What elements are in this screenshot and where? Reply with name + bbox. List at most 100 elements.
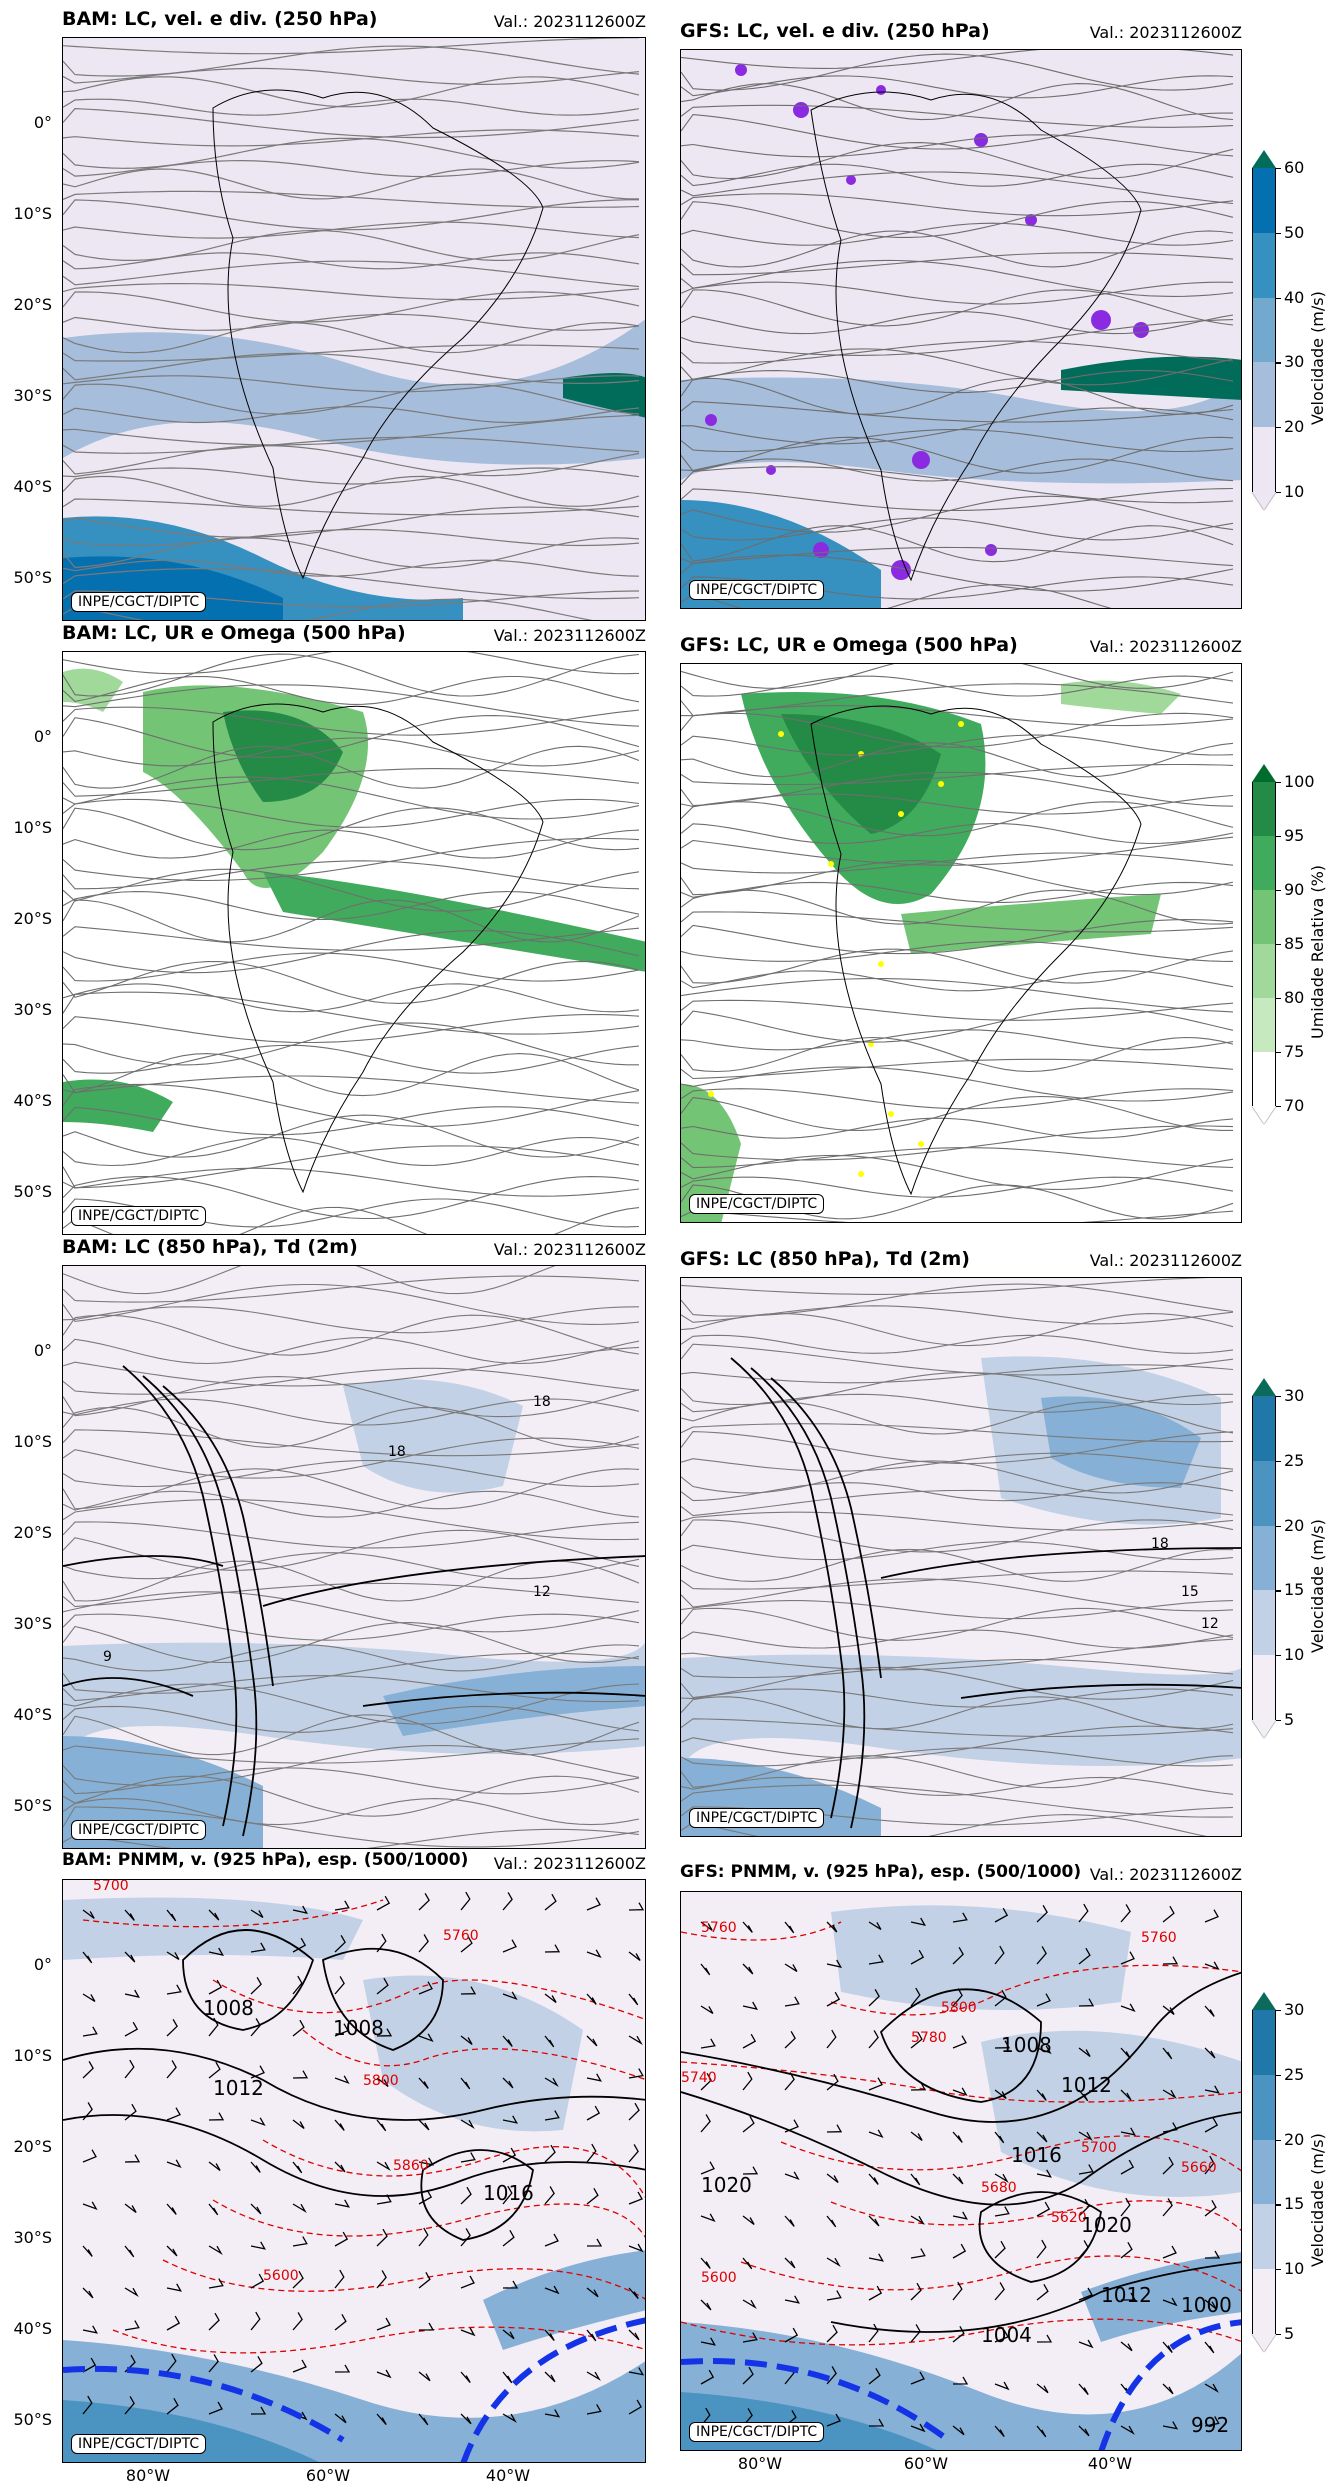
streamline [63,991,640,1035]
streamline [63,406,640,424]
wind-barb [1120,2047,1131,2059]
colorbar-segment [1252,2204,1276,2270]
streamline [681,1747,1234,1767]
wind-barb [208,1909,220,1921]
streamline [681,495,1234,533]
colorbar-segment [1252,836,1276,890]
streamline [63,1314,640,1356]
wind-barb [1120,2292,1137,2301]
wind-barb [910,1917,926,1926]
streamline [63,860,640,890]
streamline [681,584,1112,608]
colorbar-tick [1276,2269,1281,2271]
wind-barb [994,2282,1005,2301]
wind-barb [742,2115,755,2133]
colorbar-tick [1276,232,1281,234]
streamline [63,1744,640,1786]
p7-isobar-label-1: 1008 [203,1996,254,2020]
streamline [63,467,640,485]
streamline [681,1334,1234,1354]
streamline [681,525,1234,563]
wind-barb [868,2418,885,2427]
wind-barb [460,2413,472,2425]
wind-barb [784,2327,799,2343]
panel-3-map: INPE/CGCT/DIPTC [62,651,646,1235]
colorbar-tick [1276,944,1281,946]
lat-label: 50°S [13,2410,52,2429]
streamline [63,1376,640,1418]
lat-label: 0° [33,1955,52,1974]
wind-barb [376,2161,391,2172]
streamline [63,344,640,362]
wind-barb [418,2227,429,2247]
map-1-graphic [63,38,645,620]
td-label-2: 12 [533,1584,551,1600]
wind-barb [1162,2297,1178,2307]
lat-label: 30°S [13,1000,52,1019]
td-label-6: 15 [1181,1584,1199,1600]
colorbar-tick-label: 10 [1284,2259,1305,2279]
streamline [681,200,1234,238]
wind-barb [250,2355,263,2373]
wind-barb [1036,2383,1049,2394]
wind-barb [586,1897,601,1911]
wind-barb [334,1976,345,1995]
wind-barb [166,2159,182,2169]
wind-barb [628,2144,639,2163]
streamline [681,1007,1234,1043]
wind-barb [994,2329,1009,2343]
wind-barb [292,2236,308,2247]
wind-barb [586,2105,601,2121]
streamline [681,1283,1234,1317]
wind-barb [502,1892,513,1911]
wind-barb [952,2211,968,2220]
lat-label: 10°S [13,204,52,223]
wind-barb [628,2102,640,2121]
colorbar-tick-label: 25 [1284,1450,1305,1470]
streamline [63,436,640,454]
wind-barb [250,2065,265,2079]
panel-6-title: GFS: LC (850 hPa), Td (2m) [680,1248,970,1270]
wind-barb [460,2275,475,2289]
wind-barb [376,2270,387,2289]
colorbar-tick-label: 50 [1284,222,1305,242]
wind-barb [166,2353,177,2373]
wind-barb [826,1921,838,1933]
streamline [681,377,1234,415]
wind-barb [868,2129,884,2139]
wind-barb [784,2295,800,2304]
colorbar-tick-label: 90 [1284,880,1305,899]
wind-barb [124,1951,136,1963]
streamline [681,517,1234,541]
wind-barb [868,2173,879,2185]
wind-barb [1204,2199,1217,2217]
wind-barb [742,2215,755,2226]
wind-barb [1120,2341,1133,2352]
streamline [63,38,640,55]
colorbar-segment [1252,427,1276,492]
wind-barb [544,2285,560,2295]
wind-barb [994,2173,1009,2184]
p8-thick-label-10: 5600 [701,2270,737,2286]
p8-thick-label-2: 5760 [1141,1930,1177,1946]
wind-barb [208,2401,223,2415]
streamline [681,1666,1234,1700]
streamline [63,768,640,797]
wind-barb [1078,2047,1091,2058]
lat-label: 50°S [13,1182,52,1201]
wind-barb [292,2161,303,2174]
p8-isobar-label-7: 1004 [981,2323,1032,2347]
wind-barb [502,2413,517,2423]
streamline [63,98,640,116]
wind-barb [628,2367,645,2376]
colorbar-segment [1252,1590,1276,1656]
wind-barb [784,1963,798,1972]
colorbar-tick [1276,2334,1281,2336]
wind-barb [742,2033,757,2049]
streamline [681,763,1234,786]
wind-barb [124,1989,140,1998]
streamline [681,1210,1234,1222]
wind-barb [502,2185,513,2205]
panel-8-valid-time: Val.: 2023112600Z [1089,1865,1242,1884]
streamline [63,568,640,600]
